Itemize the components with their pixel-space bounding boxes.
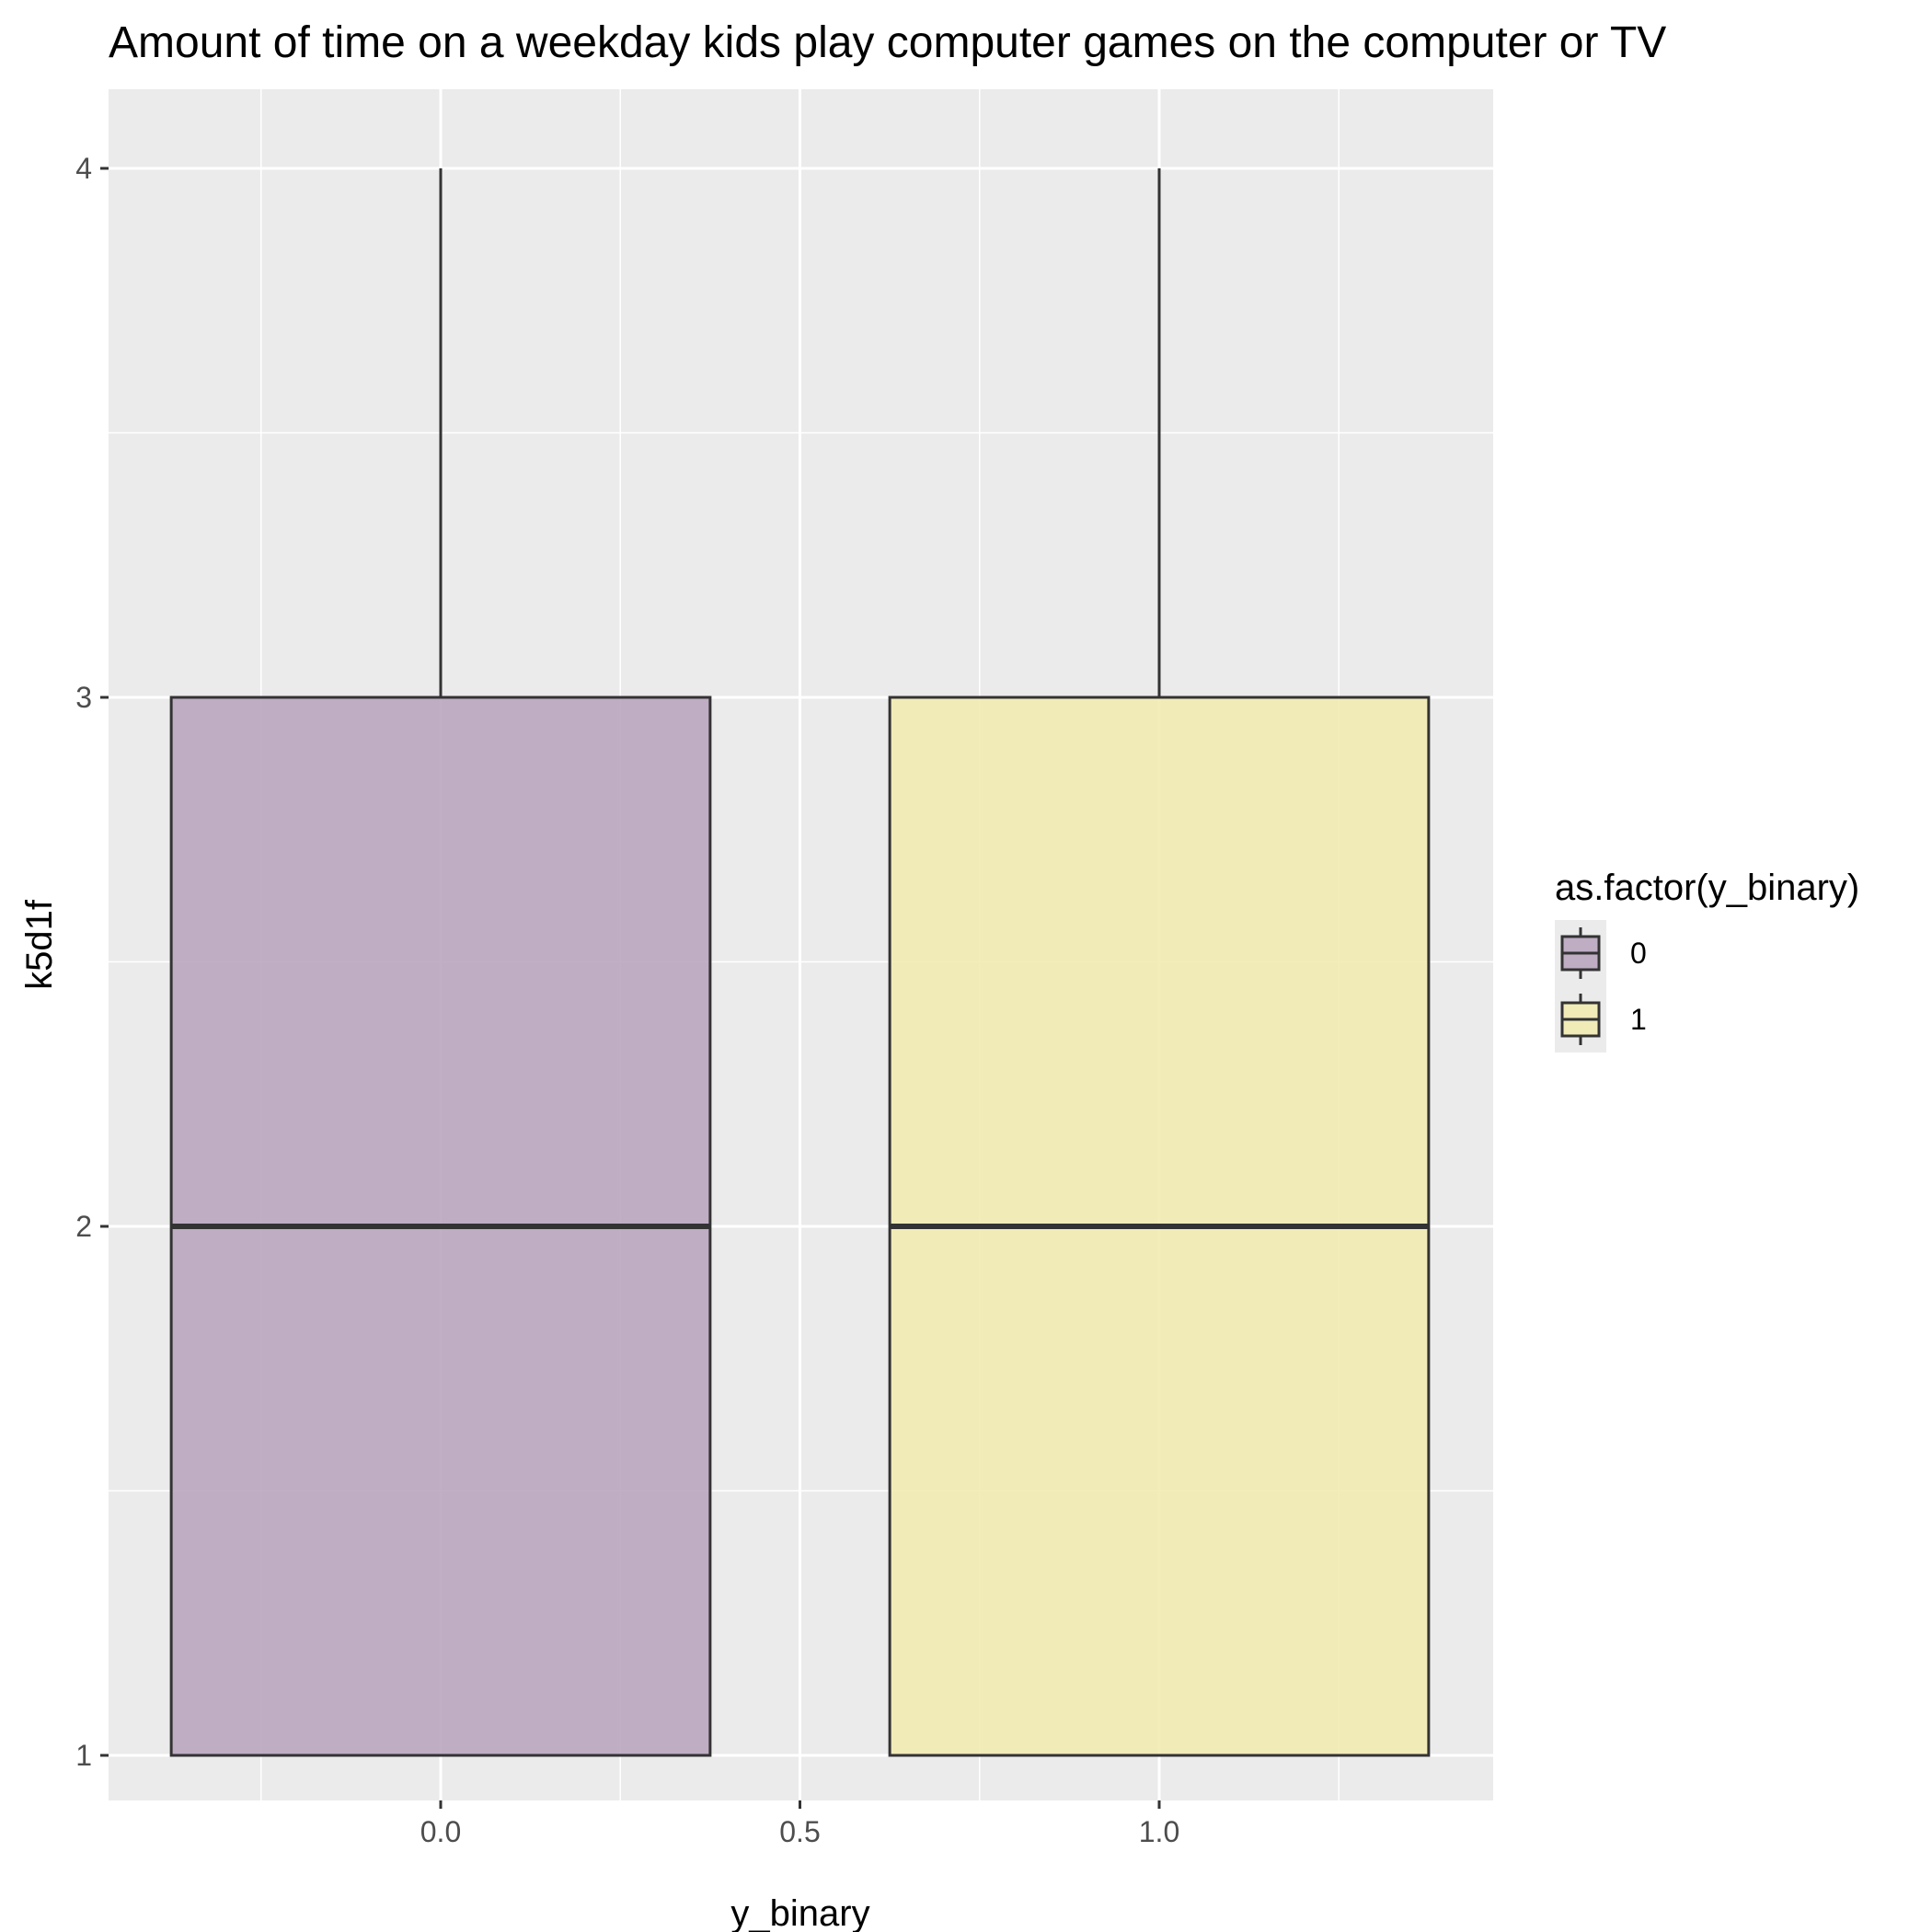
boxplot-0	[169, 168, 712, 1757]
chart-title: Amount of time on a weekday kids play co…	[109, 18, 1666, 67]
legend: as.factor(y_binary) 0 1	[1555, 868, 1859, 1052]
x-tick-label: 0.0	[420, 1815, 461, 1848]
legend-title: as.factor(y_binary)	[1555, 868, 1859, 908]
legend-label: 1	[1630, 1003, 1647, 1036]
legend-item-0: 0	[1555, 920, 1647, 986]
x-tick-label: 1.0	[1139, 1815, 1179, 1848]
y-tick-label: 4	[75, 152, 92, 185]
legend-item-1: 1	[1555, 986, 1647, 1052]
legend-label: 0	[1630, 937, 1647, 970]
y-axis: 1 2 3 4	[75, 152, 109, 1772]
y-tick-label: 1	[75, 1739, 92, 1772]
y-tick-label: 3	[75, 681, 92, 714]
boxplot-1	[888, 168, 1431, 1757]
x-axis-title: y_binary	[730, 1893, 869, 1932]
boxplots	[169, 168, 1431, 1757]
x-axis: 0.0 0.5 1.0	[420, 1800, 1179, 1848]
y-tick-label: 2	[75, 1210, 92, 1243]
x-tick-label: 0.5	[779, 1815, 820, 1848]
y-axis-title: k5d1f	[19, 899, 60, 990]
